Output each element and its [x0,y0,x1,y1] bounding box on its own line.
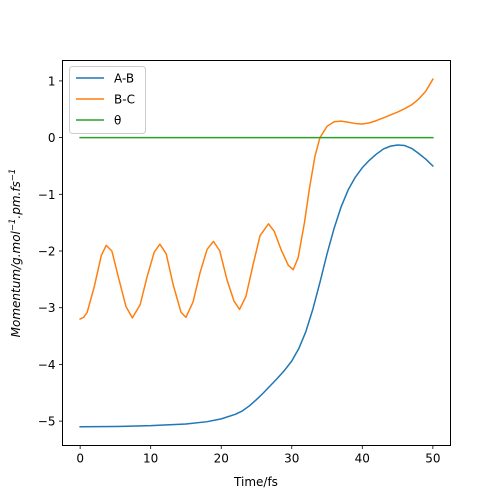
y-axis-label-sup2: −1 [8,169,18,182]
x-tick-label: 30 [284,452,299,466]
legend: A-B B-C θ [69,66,146,134]
y-tick-label: −3 [38,301,56,315]
y-tick-label: −2 [38,245,56,259]
y-tick-label: −1 [38,188,56,202]
series-line-a-b [79,144,434,428]
y-tick-label: −5 [38,415,56,429]
series-line-b-c [79,78,434,321]
legend-label-theta: θ [114,114,121,128]
legend-label-a-b: A-B [114,72,134,86]
x-tick-label: 10 [143,452,158,466]
y-tick-label: 0 [48,131,56,145]
y-tick-label: 1 [48,74,56,88]
x-tick-label: 40 [355,452,370,466]
y-axis: −5 −4 −3 −2 −1 0 1 [38,74,63,429]
x-tick-label: 50 [425,452,440,466]
y-axis-label-mid: .pm.fs [9,181,23,218]
x-axis-label: Time/fs [233,475,278,489]
y-axis-label-sup1: −1 [8,219,18,232]
legend-label-b-c: B-C [114,93,135,107]
plot-frame [62,60,451,446]
legend-box [69,66,146,134]
y-axis-label-base: Momentum/g.mol [9,230,23,337]
y-axis-label: Momentum/g.mol−1.pm.fs−1 [8,169,23,338]
y-tick-label: −4 [38,358,56,372]
x-axis: 0 10 20 30 40 50 [76,445,441,466]
series-lines [79,78,434,428]
x-tick-label: 0 [76,452,84,466]
x-tick-label: 20 [214,452,229,466]
